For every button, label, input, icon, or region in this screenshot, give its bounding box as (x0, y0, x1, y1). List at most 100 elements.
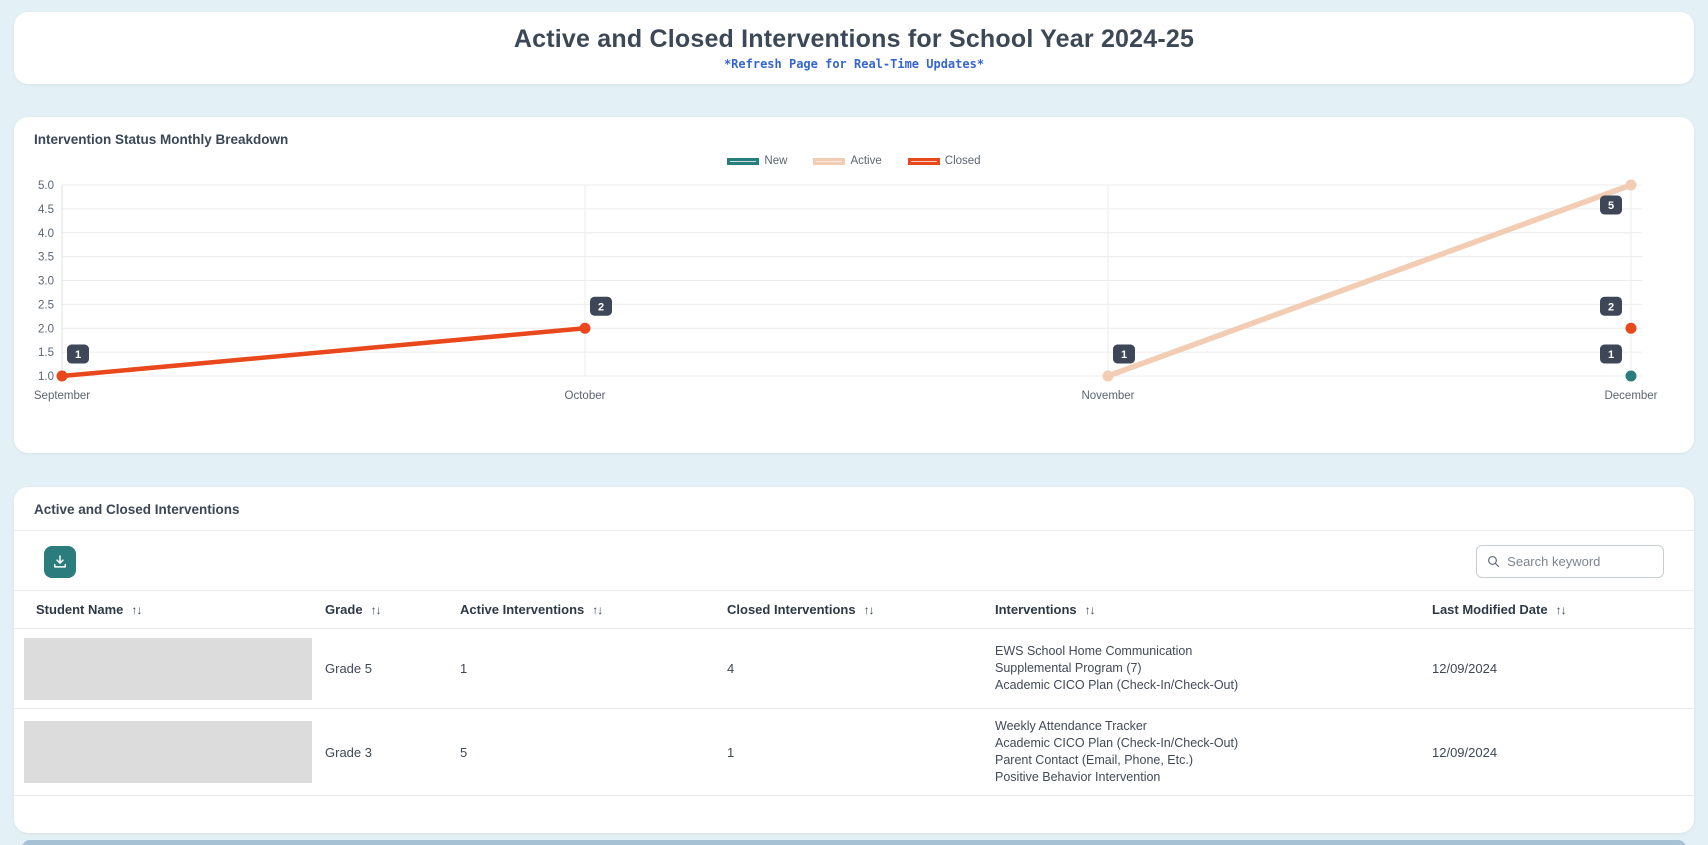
download-button[interactable] (44, 545, 76, 578)
title-card: Active and Closed Interventions for Scho… (14, 12, 1694, 84)
search-icon (1488, 555, 1500, 568)
sort-icon[interactable]: ↑↓ (370, 602, 382, 617)
column-header-active-interventions[interactable]: Active Interventions ↑↓ (460, 602, 727, 617)
point-label-badge (590, 296, 612, 316)
active-interventions-cell: 5 (460, 744, 468, 760)
table-card: Active and Closed Interventions Student … (14, 487, 1694, 833)
svg-text:1.5: 1.5 (38, 347, 54, 359)
svg-text:1: 1 (1121, 349, 1127, 361)
svg-text:3.0: 3.0 (38, 276, 54, 288)
point-label-badge (1600, 344, 1622, 364)
table-row: Grade 3 5 1 Weekly Attendance Tracker Academ… (14, 709, 1694, 796)
table-header-row: Student Name ↑↓ Grade ↑↓ Active Intervention… (14, 590, 1694, 629)
column-header-grade[interactable]: Grade ↑↓ (325, 602, 460, 617)
data-point-new-december (1625, 370, 1637, 382)
column-label: Last Modified Date (1432, 602, 1548, 617)
column-label: Student Name (36, 602, 124, 617)
closed-interventions-cell: 4 (727, 661, 735, 676)
intervention-item: Supplemental Program (7) (995, 661, 1142, 675)
svg-text:2: 2 (1608, 301, 1614, 313)
table-row: Grade 5 1 4 EWS School Home Communication Su… (14, 629, 1694, 709)
download-icon (54, 554, 66, 568)
legend-swatch-closed (907, 157, 940, 165)
data-point-closed-september (56, 370, 68, 382)
column-label: Grade (325, 602, 363, 617)
svg-text:4.5: 4.5 (38, 204, 54, 216)
legend-item-new[interactable]: New (727, 155, 787, 167)
chart-card: Intervention Status Monthly Breakdown Ne… (14, 117, 1694, 453)
data-point-active-december (1625, 179, 1637, 191)
grade-cell: Grade 3 (325, 744, 372, 760)
svg-text:3.5: 3.5 (38, 252, 54, 264)
svg-text:1: 1 (1608, 349, 1614, 361)
svg-text:2.0: 2.0 (38, 323, 54, 335)
redacted-student-name (24, 637, 312, 700)
table-card-title: Active and Closed Interventions (34, 502, 240, 517)
sort-icon[interactable]: ↑↓ (592, 602, 603, 617)
student-name-cell (14, 721, 325, 783)
interventions-cell: EWS School Home Communication Supplementa… (995, 634, 1432, 703)
grade-cell: Grade 5 (325, 661, 372, 676)
point-label-badge (1600, 195, 1622, 215)
legend-label: New (764, 155, 788, 167)
intervention-item: EWS School Home Communication (995, 644, 1193, 658)
column-header-closed-interventions[interactable]: Closed Interventions ↑↓ (727, 602, 995, 617)
svg-text:5.0: 5.0 (38, 180, 54, 192)
svg-text:December: December (1604, 390, 1657, 402)
point-label-badge (1113, 344, 1135, 364)
divider (14, 530, 1694, 531)
legend-swatch-new (727, 157, 760, 165)
legend-swatch-active (813, 157, 846, 165)
closed-interventions-cell: 1 (727, 744, 735, 760)
legend-item-closed[interactable]: Closed (907, 155, 981, 167)
intervention-item: Weekly Attendance Tracker (995, 719, 1147, 733)
search-box[interactable] (1476, 545, 1664, 578)
intervention-item: Positive Behavior Intervention (995, 770, 1161, 784)
point-label-badge (67, 344, 89, 364)
active-interventions-cell: 1 (460, 661, 468, 676)
svg-text:September: September (34, 390, 90, 402)
column-label: Active Interventions (460, 602, 585, 617)
data-point-active-november (1102, 370, 1114, 382)
page-title: Active and Closed Interventions for Scho… (513, 25, 1195, 53)
search-input[interactable] (1507, 554, 1653, 569)
sort-icon[interactable]: ↑↓ (131, 602, 142, 617)
intervention-item: Academic CICO Plan (Check-In/Check-Out) (995, 678, 1239, 692)
sort-icon[interactable]: ↑↓ (1084, 602, 1096, 617)
column-header-student-name[interactable]: Student Name ↑↓ (14, 602, 325, 617)
point-label-badge (1600, 296, 1622, 316)
legend-label: Active (850, 155, 882, 167)
chart-card-title: Intervention Status Monthly Breakdown (34, 132, 289, 147)
cutoff-bottom-element (22, 840, 1686, 845)
legend-item-active[interactable]: Active (813, 155, 882, 167)
sort-icon[interactable]: ↑↓ (863, 602, 875, 617)
column-header-interventions[interactable]: Interventions ↑↓ (995, 602, 1432, 617)
intervention-item: Academic CICO Plan (Check-In/Check-Out) (995, 736, 1239, 750)
intervention-item: Parent Contact (Email, Phone, Etc.) (995, 753, 1194, 767)
chart-area: 1.0 1.5 2.0 2.5 3.0 3.5 4.0 4.5 5.0 September Octo… (34, 171, 1674, 411)
table-toolbar (14, 531, 1694, 590)
svg-text:4.0: 4.0 (38, 228, 54, 240)
svg-text:November: November (1081, 390, 1134, 402)
last-modified-date-cell: 12/09/2024 (1432, 744, 1498, 760)
svg-text:2.5: 2.5 (38, 299, 54, 311)
svg-text:2: 2 (598, 301, 604, 313)
table-body: Grade 5 1 4 EWS School Home Communication Su… (14, 629, 1694, 796)
data-point-closed-october (579, 322, 591, 334)
svg-text:October: October (565, 390, 606, 402)
interventions-cell: Weekly Attendance Tracker Academic CICO P… (995, 709, 1432, 795)
column-label: Closed Interventions (727, 602, 856, 617)
column-label: Interventions (995, 602, 1077, 617)
redacted-student-name (24, 721, 312, 783)
svg-text:5: 5 (1608, 200, 1614, 212)
legend-label: Closed (944, 155, 981, 167)
student-name-cell (14, 637, 325, 700)
last-modified-date-cell: 12/09/2024 (1432, 661, 1498, 676)
interventions-line-chart: 1.0 1.5 2.0 2.5 3.0 3.5 4.0 4.5 5.0 September Octo… (34, 179, 1658, 402)
sort-icon[interactable]: ↑↓ (1555, 602, 1567, 617)
column-header-last-modified-date[interactable]: Last Modified Date ↑↓ (1432, 602, 1694, 617)
svg-text:1: 1 (75, 349, 81, 361)
chart-legend: New Active Closed (34, 155, 1674, 167)
refresh-note: *Refresh Page for Real-Time Updates* (723, 57, 985, 71)
data-point-closed-december (1625, 322, 1637, 334)
